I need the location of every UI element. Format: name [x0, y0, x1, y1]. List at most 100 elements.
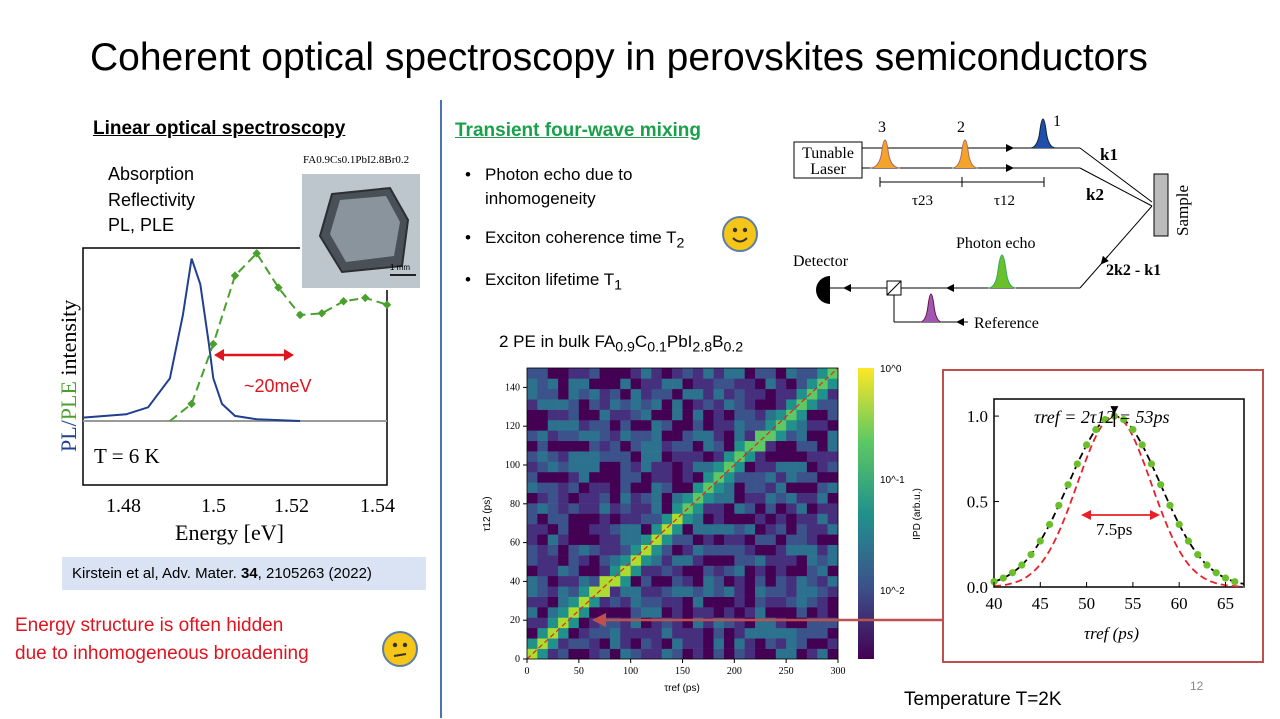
heatmap-cell: [796, 492, 808, 504]
heatmap-cell: [599, 430, 611, 442]
echo-point: [1138, 441, 1146, 449]
heatmap-cell: [558, 482, 569, 494]
heatmap-cell: [692, 575, 704, 587]
heatmap-y-tick: 20: [510, 615, 520, 626]
heatmap-cell: [713, 368, 725, 379]
heatmap-cell: [817, 596, 828, 608]
heatmap-cell: [547, 617, 559, 629]
heatmap-cell: [744, 586, 756, 597]
heatmap-cell: [703, 607, 714, 618]
heatmap-cell: [589, 607, 600, 618]
laser-box: [793, 141, 863, 179]
heatmap-cell: [796, 617, 808, 629]
delay-label: τ23: [912, 193, 933, 209]
heatmap-cell: [558, 627, 569, 639]
heatmap-cell: [703, 523, 714, 535]
heatmap-cell: [630, 555, 642, 566]
heatmap-cell: [537, 544, 549, 556]
heatmap-cell: [589, 638, 600, 649]
heatmap-cell: [537, 565, 549, 577]
heatmap-cell: [620, 513, 631, 525]
heatmap-cell: [589, 617, 600, 629]
heatmap-cell: [609, 565, 621, 577]
heatmap-cell: [630, 607, 642, 618]
heatmap-cell: [527, 430, 538, 442]
heatmap-cell: [744, 555, 756, 566]
heatmap-cell: [651, 378, 663, 390]
heatmap-cell: [713, 534, 725, 545]
heatmap-cell: [547, 440, 559, 452]
heatmap-cell: [734, 544, 745, 556]
pulse-2: [951, 139, 979, 169]
heatmap-cell: [672, 471, 683, 483]
heatmap-cell: [827, 544, 839, 556]
heatmap-cell: [775, 409, 787, 421]
echo-profile-plot: 40 45 50 55 60 65 0.0 0.5 1.0 τref = 2τ12 = 53ps…: [967, 398, 1245, 643]
heatmap-cell: [723, 451, 735, 462]
heatmap-cell: [734, 565, 745, 577]
heatmap-cell: [755, 544, 766, 556]
heatmap-cell: [527, 648, 538, 660]
heatmap-cell: [755, 607, 766, 618]
heatmap-cell: [713, 399, 725, 410]
heatmap-cell: [568, 368, 580, 379]
heatmap-cell: [599, 555, 611, 566]
heatmap-cell: [734, 482, 745, 494]
heatmap-cell: [775, 638, 787, 649]
heatmap-cell: [547, 627, 559, 639]
heatmap-cell: [734, 648, 745, 660]
heatmap-cell: [827, 513, 839, 525]
heatmap-x-tick: 150: [675, 666, 690, 677]
heatmap-cell: [692, 419, 704, 431]
heatmap-x-tick: 50: [574, 666, 584, 677]
laser-label: Laser: [810, 161, 846, 178]
heatmap-cell: [589, 534, 600, 545]
heatmap-cell: [641, 617, 652, 629]
heatmap-cell: [568, 575, 580, 587]
heatmap-cell: [703, 482, 714, 494]
echo-point: [1231, 578, 1239, 586]
heatmap-cell: [755, 430, 766, 442]
heatmap-cell: [796, 575, 808, 587]
heatmap-cell: [692, 586, 704, 597]
heatmap-cell: [672, 596, 683, 608]
heatmap-cell: [672, 378, 683, 390]
heatmap-cell: [765, 607, 777, 618]
heatmap-cell: [558, 471, 569, 483]
heatmap-cell: [755, 565, 766, 577]
heatmap-cell: [599, 399, 611, 410]
x-tick: 1.52: [274, 495, 309, 517]
colorbar-tick: 10^-2: [880, 586, 905, 597]
heatmap-cell: [661, 503, 673, 514]
heatmap-cell: [630, 461, 642, 473]
heatmap-x-tick: 250: [779, 666, 794, 677]
heatmap-cell: [682, 565, 694, 577]
heatmap-cell: [755, 461, 766, 473]
heatmap-cell: [641, 534, 652, 545]
heatmap-cell: [817, 471, 828, 483]
heatmap-y-tick: 40: [510, 576, 520, 587]
beam-label: k2: [1086, 185, 1104, 204]
heatmap-cell: [713, 586, 725, 597]
heatmap-cell: [547, 523, 559, 535]
heatmap-cell: [744, 388, 756, 400]
heatmap-cell: [527, 451, 538, 462]
heatmap-cell: [661, 419, 673, 431]
heatmap-cell: [609, 430, 621, 442]
heatmap-cell: [527, 378, 538, 390]
heatmap-cell: [620, 627, 631, 639]
heatmap-cell: [537, 586, 549, 597]
heatmap-x-tick: 100: [623, 666, 638, 677]
heatmap-cell: [765, 648, 777, 660]
heatmap-cell: [568, 534, 580, 545]
echo-x-tick: 60: [1171, 594, 1188, 613]
heatmap-x-tick: 0: [525, 666, 530, 677]
heatmap-cell: [558, 503, 569, 514]
echo-point: [1184, 537, 1193, 545]
heatmap-cell: [775, 648, 787, 660]
heatmap-cell: [744, 482, 756, 494]
heatmap-cell: [703, 596, 714, 608]
heatmap-cell: [527, 399, 538, 410]
heatmap-cell: [744, 471, 756, 483]
heatmap-cell: [817, 627, 828, 639]
